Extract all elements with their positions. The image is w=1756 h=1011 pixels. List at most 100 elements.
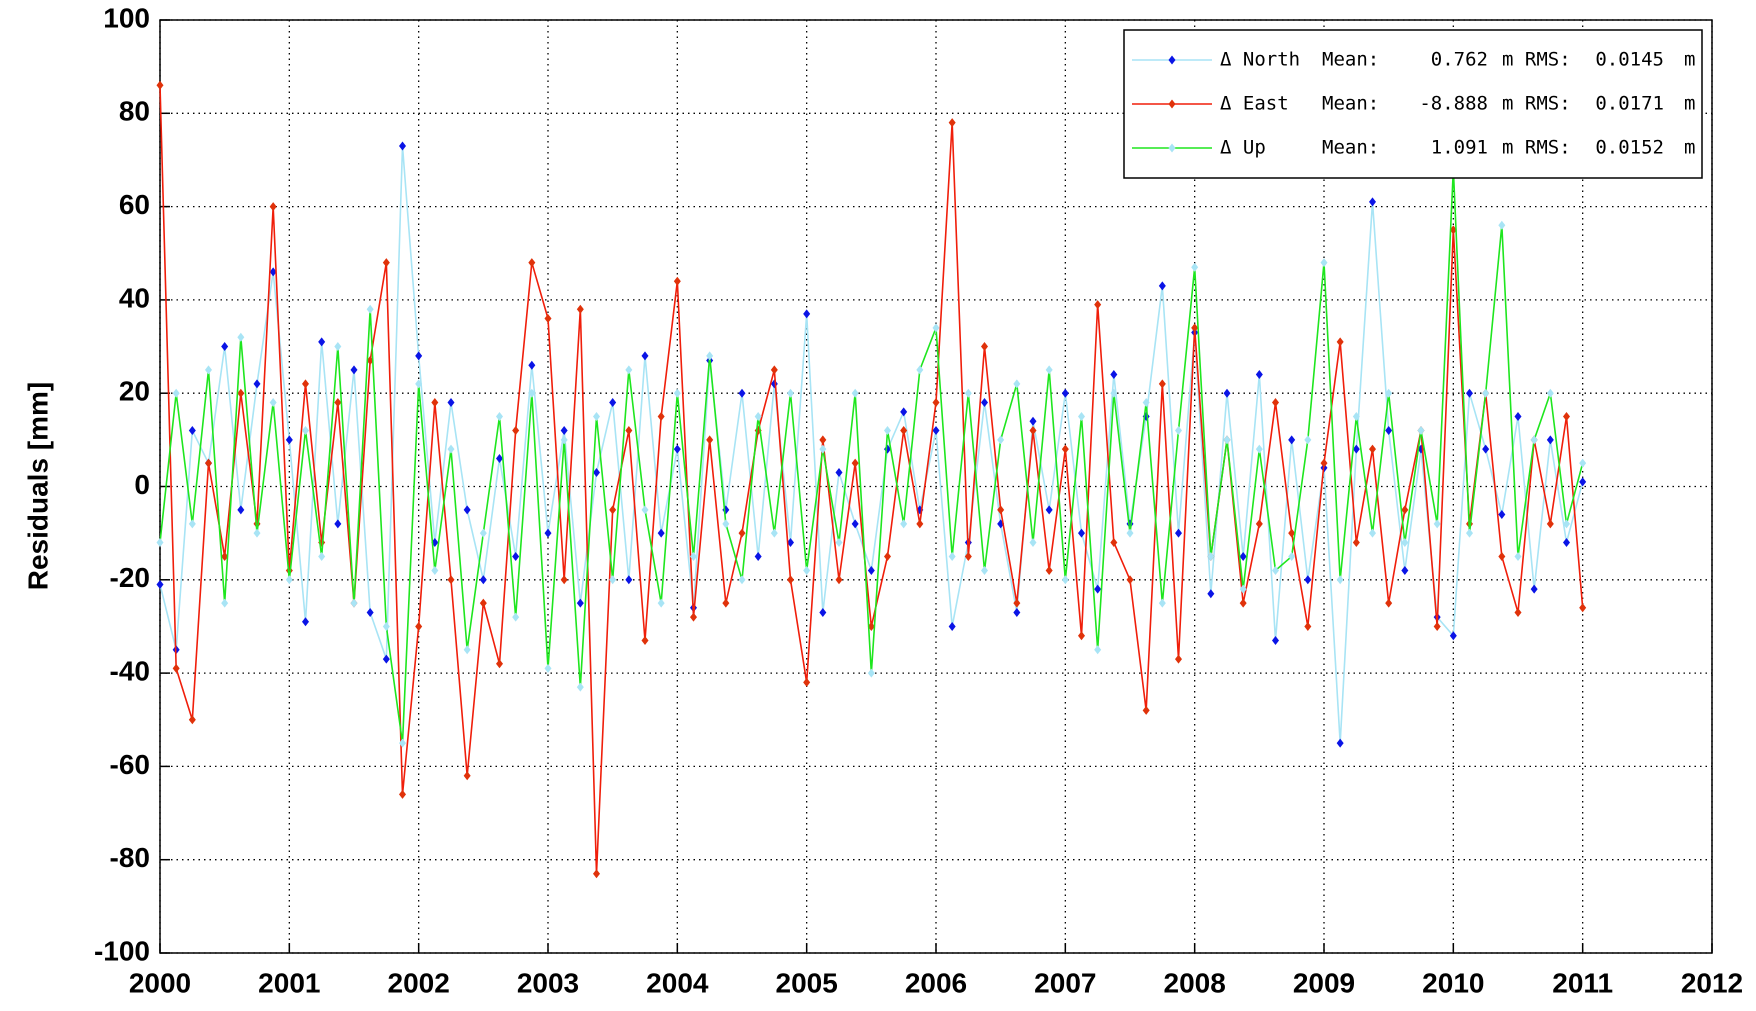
data-point (302, 379, 309, 389)
data-point (528, 258, 536, 268)
legend-mean-label: Mean: (1322, 49, 1379, 71)
data-point (1352, 412, 1360, 422)
data-point (1255, 370, 1263, 380)
data-point (1142, 398, 1150, 408)
data-point (1272, 635, 1279, 645)
data-point (172, 388, 180, 398)
legend-unit: m (1684, 93, 1695, 115)
x-tick-label: 2006 (905, 967, 967, 998)
y-tick-label: -60 (110, 749, 150, 780)
legend-mean-label: Mean: (1322, 93, 1379, 115)
y-tick-label: 20 (119, 376, 150, 407)
data-point (269, 267, 277, 277)
data-point (350, 365, 358, 375)
data-point (1563, 537, 1570, 547)
data-point (851, 388, 859, 398)
data-point (1336, 738, 1344, 748)
data-point (1110, 388, 1118, 398)
data-point (593, 869, 600, 879)
y-tick-label: -20 (110, 562, 150, 593)
data-point (544, 663, 552, 673)
data-point (237, 388, 245, 398)
data-point (997, 435, 1005, 445)
data-point (803, 677, 811, 687)
data-point (593, 412, 600, 422)
data-point (1158, 379, 1166, 389)
data-point (496, 659, 503, 669)
data-point (253, 379, 261, 389)
legend: Δ North Mean: 0.762 m RMS: 0.0145 m Δ East Mean… (1123, 29, 1703, 179)
data-point (188, 715, 196, 725)
data-point (205, 365, 212, 375)
data-point (964, 388, 972, 398)
data-point (350, 598, 358, 608)
data-point (1546, 435, 1554, 445)
data-point (479, 575, 487, 585)
data-point (415, 621, 423, 631)
data-point (221, 342, 229, 352)
data-point (1207, 551, 1215, 561)
legend-label: Δ North (1220, 49, 1300, 71)
data-point (1288, 551, 1296, 561)
data-point (188, 519, 196, 529)
data-point (188, 426, 196, 436)
data-point (916, 365, 924, 375)
data-point (932, 426, 940, 436)
x-tick-label: 2012 (1681, 967, 1743, 998)
data-point (867, 565, 875, 575)
data-point (1029, 426, 1037, 436)
legend-marker (1168, 55, 1176, 65)
data-point (1514, 412, 1522, 422)
data-point (1417, 426, 1425, 436)
data-point (399, 738, 406, 748)
data-point (851, 458, 859, 468)
data-point (156, 579, 164, 589)
data-point (334, 342, 342, 352)
data-point (1255, 444, 1263, 454)
data-point (1466, 388, 1473, 398)
data-point (1175, 528, 1182, 538)
data-point (576, 304, 584, 314)
data-point (948, 118, 956, 128)
data-point (1126, 575, 1134, 585)
legend-box (1123, 29, 1703, 179)
x-tick-label: 2010 (1422, 967, 1484, 998)
data-point (1126, 528, 1134, 538)
data-point (1401, 537, 1409, 547)
data-point (787, 388, 794, 398)
data-point (722, 598, 730, 608)
data-point (1288, 435, 1296, 445)
data-point (1078, 631, 1085, 641)
data-point (1239, 551, 1247, 561)
data-point (1401, 505, 1409, 515)
data-point (690, 612, 697, 622)
data-point (787, 537, 794, 547)
data-point (1045, 505, 1053, 515)
data-point (819, 435, 827, 445)
data-point (382, 258, 390, 268)
data-point (1563, 519, 1570, 529)
data-point (1563, 412, 1570, 422)
data-point (981, 398, 988, 408)
data-point (1110, 370, 1118, 380)
x-tick-label: 2000 (129, 967, 191, 998)
data-point (738, 528, 746, 538)
data-point (221, 598, 229, 608)
data-point (1013, 598, 1021, 608)
data-point (1078, 528, 1085, 538)
data-point (1142, 705, 1150, 715)
data-point (512, 612, 520, 622)
data-point (447, 444, 455, 454)
data-point (1304, 575, 1312, 585)
data-point (1029, 416, 1037, 426)
data-point (1045, 565, 1053, 575)
data-point (835, 537, 843, 547)
data-point (738, 575, 746, 585)
data-point (1369, 528, 1376, 538)
data-point (1482, 444, 1490, 454)
data-point (479, 598, 487, 608)
data-point (609, 398, 617, 408)
data-point (544, 314, 552, 324)
data-point (884, 551, 891, 561)
data-point (754, 551, 762, 561)
